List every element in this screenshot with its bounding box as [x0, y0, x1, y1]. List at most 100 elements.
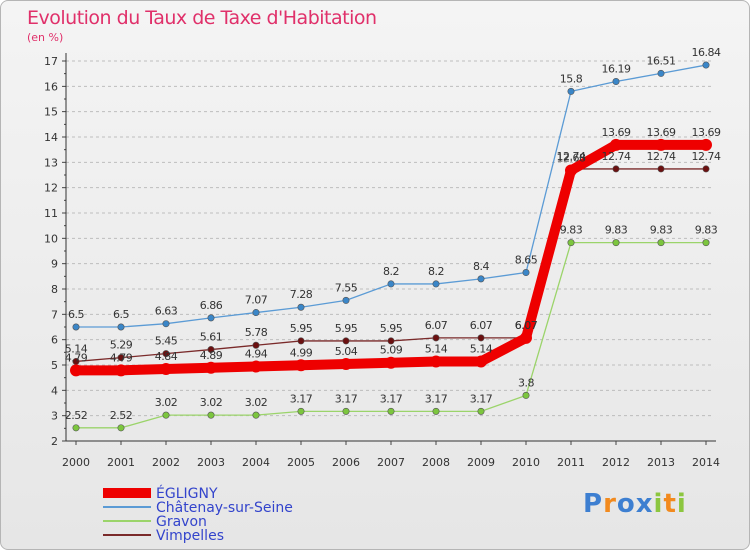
axes [62, 53, 716, 445]
data-point [567, 239, 575, 247]
data-label: 6.07 [470, 319, 493, 332]
data-point [70, 364, 82, 377]
data-point [385, 356, 397, 369]
data-point [477, 407, 485, 415]
x-tick-label: 2008 [422, 456, 450, 469]
data-label: 3.17 [335, 392, 358, 405]
data-point [432, 407, 440, 415]
logo-letter: t [663, 489, 677, 519]
data-label: 5.14 [65, 342, 88, 355]
data-label: 8.65 [515, 254, 538, 267]
y-tick-labels: 2 3 4 5 6 7 8 9 10 11 12 13 14 15 16 17 [44, 55, 58, 448]
data-point [342, 337, 350, 345]
data-label: 3.8 [518, 376, 534, 389]
data-point [612, 239, 620, 247]
data-point [657, 165, 665, 173]
data-label: 4.79 [110, 351, 133, 364]
y-tick-label: 13 [44, 156, 58, 169]
data-label: 9.83 [695, 224, 718, 237]
data-label: 3.17 [290, 392, 313, 405]
data-label: 5.14 [425, 342, 448, 355]
data-point [162, 411, 170, 419]
data-point [702, 61, 710, 69]
y-tick-label: 14 [44, 131, 58, 144]
logo-letter: P [583, 489, 604, 519]
data-point [477, 275, 485, 283]
data-point [162, 350, 170, 358]
y-tick-label: 11 [44, 207, 58, 220]
data-label: 6.86 [200, 299, 223, 312]
proxiti-logo: Proxiti [583, 489, 687, 519]
data-label: 4.94 [245, 348, 268, 361]
logo-letter: i [653, 489, 664, 519]
y-tick-label: 9 [51, 258, 58, 271]
data-label: 8.2 [428, 265, 444, 278]
data-point [297, 337, 305, 345]
data-point [162, 320, 170, 328]
data-label: 12.68 [557, 151, 586, 164]
data-point [522, 269, 530, 277]
y-tick-label: 17 [44, 55, 58, 68]
data-point [160, 363, 172, 376]
data-point [295, 359, 307, 372]
data-label: 5.09 [380, 344, 403, 357]
data-label: 5.95 [380, 322, 403, 335]
y-tick-label: 2 [51, 435, 58, 448]
data-point [567, 87, 575, 95]
data-point [477, 334, 485, 342]
data-label: 16.51 [647, 54, 676, 67]
data-label: 4.84 [155, 350, 178, 363]
x-tick-label: 2014 [692, 456, 720, 469]
x-tick-labels: 2000 2001 2002 2003 2004 2005 2006 2007 2008 2009… [62, 456, 720, 469]
data-point [700, 138, 712, 151]
data-point [432, 280, 440, 288]
data-label: 4.99 [290, 346, 313, 359]
data-label: 5.45 [155, 335, 178, 348]
data-point [340, 357, 352, 370]
data-point [117, 354, 125, 362]
y-tick-label: 5 [51, 359, 58, 372]
data-label: 8.2 [383, 265, 399, 278]
data-point [612, 78, 620, 86]
data-label: 12.74 [692, 150, 721, 163]
data-label: 6.07 [515, 319, 538, 332]
data-label: 3.02 [245, 396, 268, 409]
legend-swatch [103, 488, 151, 498]
data-label: 7.07 [245, 294, 268, 307]
data-point [342, 407, 350, 415]
y-tick-label: 16 [44, 80, 58, 93]
data-label: 16.84 [692, 46, 721, 59]
series-line-1 [75, 64, 707, 328]
x-tick-label: 2010 [512, 456, 540, 469]
data-label: 7.28 [290, 288, 313, 301]
data-point [387, 407, 395, 415]
x-tick-label: 2007 [377, 456, 405, 469]
x-tick-label: 2001 [107, 456, 135, 469]
data-point [115, 364, 127, 377]
x-tick-label: 2006 [332, 456, 360, 469]
x-tick-label: 2009 [467, 456, 495, 469]
data-label: 8.4 [473, 260, 489, 273]
data-point [205, 361, 217, 374]
data-point [610, 138, 622, 151]
data-point [565, 164, 577, 177]
x-tick-label: 2013 [647, 456, 675, 469]
y-tick-label: 4 [51, 384, 58, 397]
x-tick-label: 2011 [557, 456, 585, 469]
data-label: 12.74 [647, 150, 676, 163]
data-label: 7.55 [335, 281, 358, 294]
data-point [702, 239, 710, 247]
data-label: 6.07 [425, 319, 448, 332]
data-point [612, 165, 620, 173]
data-point [117, 323, 125, 331]
data-point [430, 355, 442, 368]
x-tick-label: 2012 [602, 456, 630, 469]
data-label: 13.69 [647, 126, 676, 139]
data-label: 3.02 [200, 396, 223, 409]
data-label: 6.5 [113, 308, 129, 321]
data-label: 9.83 [650, 224, 673, 237]
data-label: 5.95 [335, 322, 358, 335]
legend-label: ÉGLIGNY [156, 485, 218, 502]
x-tick-label: 2003 [197, 456, 225, 469]
